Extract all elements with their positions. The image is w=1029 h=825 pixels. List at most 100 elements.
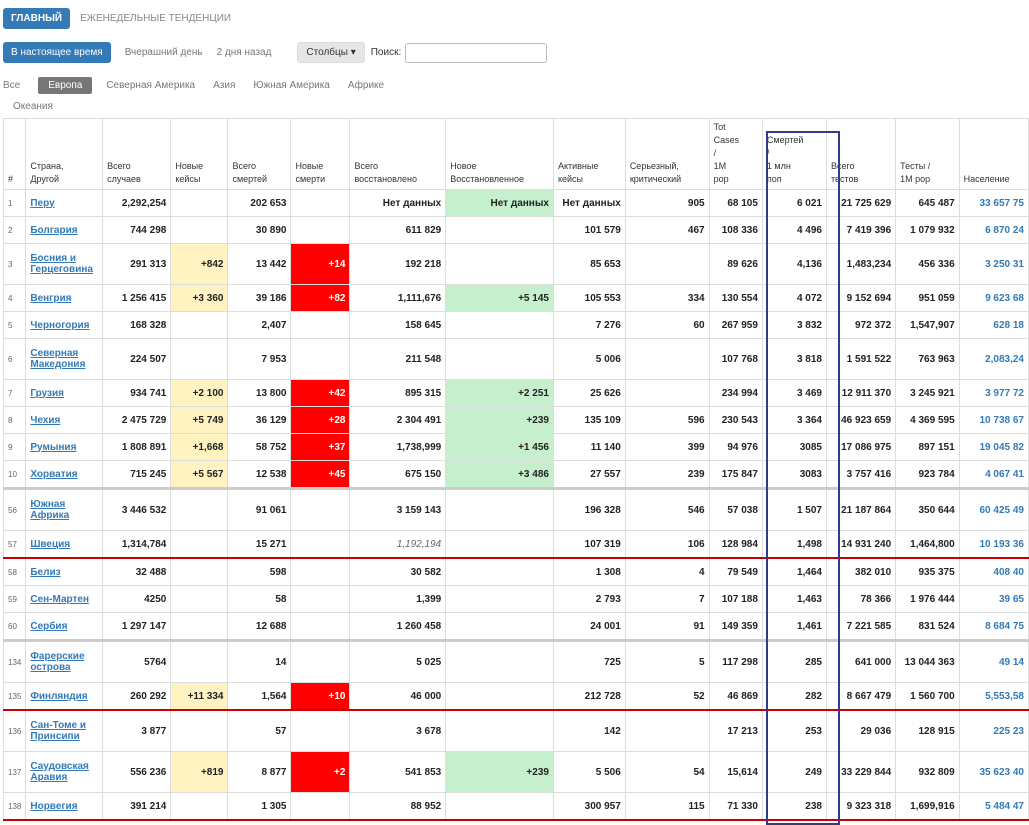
region-tab[interactable]: Южная Америка: [253, 80, 330, 91]
country-link[interactable]: Сен-Мартен: [30, 593, 90, 605]
table-row: 56 Южная Африка 3 446 532 91 061 3 159 143 19…: [2, 487, 1029, 531]
table-cell: [445, 243, 554, 285]
columns-dropdown[interactable]: Столбцы ▾: [297, 42, 365, 63]
column-header[interactable]: Всего случаев: [102, 118, 172, 190]
table-cell: 211 548: [349, 338, 447, 380]
country-link[interactable]: Швеция: [30, 538, 71, 550]
region-tab[interactable]: Все: [3, 80, 21, 91]
table-cell: 15 271: [227, 530, 292, 559]
column-header[interactable]: Tot Cases/1M pop: [708, 118, 763, 190]
country-link[interactable]: Черногория: [30, 319, 90, 331]
region-tab[interactable]: Океания: [13, 101, 53, 112]
column-header[interactable]: Всего смертей: [227, 118, 292, 190]
table-cell: 1,399: [349, 585, 447, 613]
column-header[interactable]: Население: [958, 118, 1029, 190]
table-cell: Нет данных: [552, 189, 626, 217]
table-cell: 30 890: [227, 216, 292, 244]
country-link[interactable]: Белиз: [30, 566, 61, 578]
table-cell: 230 543: [708, 406, 763, 434]
table-cell: 158 645: [349, 311, 447, 339]
table-cell: 30 582: [349, 557, 447, 586]
table-cell: 408 40: [958, 557, 1029, 586]
two-days-ago-button[interactable]: 2 дня назад: [216, 47, 272, 58]
region-tab[interactable]: Европа: [38, 77, 93, 94]
table-cell: 3083: [761, 460, 827, 489]
table-cell: [170, 487, 229, 531]
country-link[interactable]: Южная Африка: [30, 499, 70, 521]
table-cell: 1,483,234: [825, 243, 897, 285]
table-row: 4 Венгрия 1 256 415 +3 360 39 186 +82 1,111,67…: [2, 284, 1029, 312]
column-header[interactable]: #: [2, 118, 27, 190]
country-link[interactable]: Северная Македония: [30, 348, 86, 370]
country-link[interactable]: Фарерские острова: [30, 651, 85, 673]
weekly-trends-tab[interactable]: ЕЖЕНЕДЕЛЬНЫЕ ТЕНДЕНЦИИ: [80, 13, 232, 24]
table-cell: +239: [445, 406, 554, 434]
country-link[interactable]: Хорватия: [30, 468, 78, 480]
table-cell: 212 728: [552, 682, 626, 711]
table-row: 135 Финляндия 260 292 +11 334 1,564 +10 46 000…: [2, 682, 1029, 711]
column-header[interactable]: Новое Восстановленное: [445, 118, 554, 190]
table-cell: +2 251: [445, 379, 554, 407]
table-header: # Страна, Другой Всего случаев Новые кейсы Всег…: [2, 118, 1029, 190]
covid-table: # Страна, Другой Всего случаев Новые кейсы Всег…: [2, 118, 1029, 821]
yesterday-button[interactable]: Вчерашний день: [124, 47, 203, 58]
table-cell: +842: [170, 243, 229, 285]
column-header[interactable]: Новые смерти: [290, 118, 351, 190]
region-tab[interactable]: Северная Америка: [106, 80, 196, 91]
table-row: 7 Грузия 934 741 +2 100 13 800 +42 895 315 +2 2…: [2, 379, 1029, 407]
main-tab[interactable]: ГЛАВНЫЙ: [3, 8, 71, 29]
country-link[interactable]: Саудовская Аравия: [30, 761, 89, 783]
country-link[interactable]: Чехия: [30, 414, 61, 426]
table-row: 137 Саудовская Аравия 556 236 +819 8 877 +2 54…: [2, 751, 1029, 793]
table-cell: [170, 189, 229, 217]
region-tab[interactable]: Азия: [213, 80, 236, 91]
table-cell: +28: [290, 406, 351, 434]
country-link[interactable]: Сан-Томе и Принсипи: [30, 720, 86, 742]
column-header[interactable]: Всего восстановлено: [349, 118, 447, 190]
column-header[interactable]: Серьезный, критический: [624, 118, 710, 190]
table-cell: 1,314,784: [102, 530, 172, 559]
region-tab[interactable]: Африке: [347, 80, 385, 91]
country-link[interactable]: Норвегия: [30, 800, 78, 812]
country-link[interactable]: Грузия: [30, 387, 65, 399]
country-link[interactable]: Финляндия: [30, 690, 88, 702]
table-cell: [290, 557, 351, 586]
country-link[interactable]: Румыния: [30, 441, 77, 453]
table-cell: 249: [761, 751, 827, 793]
table-cell: Швеция: [25, 530, 104, 559]
table-cell: 2,407: [227, 311, 292, 339]
search-input[interactable]: [405, 42, 548, 63]
table-cell: 56: [2, 487, 27, 531]
country-link[interactable]: Венгрия: [30, 292, 72, 304]
country-link[interactable]: Сербия: [30, 620, 68, 632]
now-button[interactable]: В настоящее время: [3, 42, 111, 63]
table-cell: 46 869: [708, 682, 763, 711]
table-cell: [445, 530, 554, 559]
column-header[interactable]: Тесты /1M pop: [895, 118, 960, 190]
table-cell: 1,464,800: [895, 530, 960, 559]
column-header[interactable]: Новые кейсы: [170, 118, 229, 190]
table-cell: 291 313: [102, 243, 172, 285]
country-link[interactable]: Босния и Герцеговина: [30, 253, 93, 275]
table-cell: 6 021: [761, 189, 827, 217]
table-cell: 6 870 24: [958, 216, 1029, 244]
table-cell: 5 484 47: [958, 792, 1029, 821]
country-link[interactable]: Перу: [30, 197, 55, 209]
column-header[interactable]: Страна, Другой: [25, 118, 104, 190]
table-cell: 78 366: [825, 585, 897, 613]
table-cell: 57 038: [708, 487, 763, 531]
table-cell: Румыния: [25, 433, 104, 461]
table-cell: 25 626: [552, 379, 626, 407]
table-cell: 32 488: [102, 557, 172, 586]
column-header[interactable]: Активные кейсы: [552, 118, 626, 190]
table-cell: Сан-Томе и Принсипи: [25, 709, 104, 752]
column-header[interactable]: Всего тестов: [825, 118, 897, 190]
country-link[interactable]: Болгария: [30, 224, 78, 236]
table-cell: Норвегия: [25, 792, 104, 821]
column-header[interactable]: Смертей/1 млн поп: [761, 118, 827, 190]
table-cell: 641 000: [825, 639, 897, 683]
table-row: 58 Белиз 32 488 598 30 582 1 308 4 79 549 1,464 3…: [2, 557, 1029, 586]
table-cell: 8 877: [227, 751, 292, 793]
table-cell: +10: [290, 682, 351, 711]
table-cell: 21 187 864: [825, 487, 897, 531]
